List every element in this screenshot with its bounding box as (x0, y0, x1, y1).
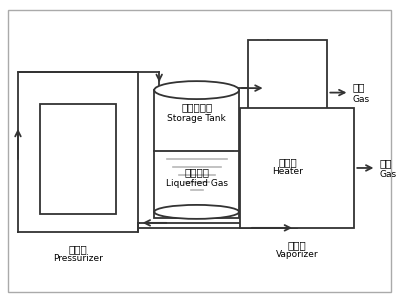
Bar (248, 40, 328, 145)
Bar (240, 108, 354, 228)
Text: 蔣発器: 蔣発器 (288, 240, 306, 250)
Text: Pressurizer: Pressurizer (53, 254, 103, 263)
Text: 加温器: 加温器 (278, 157, 297, 167)
Ellipse shape (154, 205, 239, 219)
Text: Gas: Gas (352, 95, 370, 104)
Bar (40, 104, 116, 214)
Text: Heater: Heater (272, 167, 303, 176)
Text: 加圧器: 加圧器 (68, 244, 87, 254)
Text: Vaporizer: Vaporizer (276, 250, 318, 259)
Bar (154, 90, 239, 218)
Text: 貯蔵タンク: 貯蔵タンク (181, 102, 212, 112)
Text: Storage Tank: Storage Tank (167, 114, 226, 123)
Text: Liquefied Gas: Liquefied Gas (166, 179, 228, 188)
Ellipse shape (154, 81, 239, 99)
Text: Gas: Gas (379, 170, 396, 179)
Text: ガス: ガス (379, 158, 392, 168)
Text: 液化ガス: 液化ガス (184, 167, 209, 177)
Text: ガス: ガス (352, 82, 365, 93)
